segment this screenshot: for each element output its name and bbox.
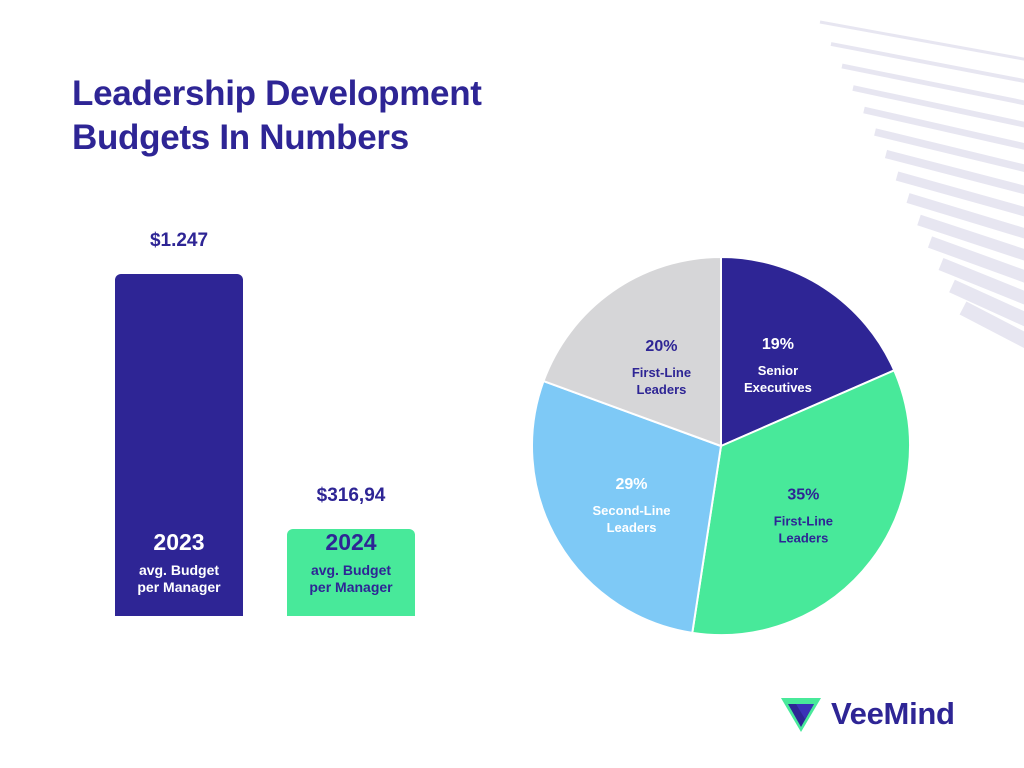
pie-category-label: First-Line Leaders bbox=[632, 365, 691, 397]
pie-percent-label: 35% bbox=[787, 486, 819, 503]
pie-slice bbox=[720, 255, 896, 448]
decorative-stripe bbox=[830, 42, 1024, 83]
pie-category-label: First-Line Leaders bbox=[774, 513, 833, 545]
pie-percent-label: 29% bbox=[615, 476, 647, 493]
decorative-stripe bbox=[895, 171, 1024, 217]
pie-slice bbox=[531, 379, 723, 634]
pie-percent-label: 20% bbox=[645, 338, 677, 355]
decorative-stripe bbox=[852, 85, 1024, 128]
decorative-stripe bbox=[906, 193, 1024, 239]
bar-description: avg. Budget per Manager bbox=[309, 561, 393, 595]
pie-slice bbox=[691, 369, 911, 636]
pie-category-label: Senior Executives bbox=[744, 363, 812, 395]
decorative-stripe bbox=[874, 128, 1024, 172]
bar-value-label-2023: $1.247 bbox=[149, 230, 209, 251]
bar-description: avg. Budget per Manager bbox=[137, 562, 221, 595]
decorative-stripe bbox=[819, 20, 1024, 61]
veemind-logo-icon bbox=[781, 698, 821, 732]
decorative-stripe bbox=[841, 63, 1024, 106]
title-line-2: Budgets In Numbers bbox=[72, 118, 409, 157]
logo: VeeMind bbox=[779, 694, 955, 734]
bar-value-label-2024: $316,94 bbox=[316, 485, 386, 507]
pie-percent-label: 19% bbox=[762, 336, 794, 353]
bar-year-label: 2023 bbox=[153, 529, 205, 555]
bar-year-label: 2024 bbox=[325, 528, 377, 555]
bar-chart: $1.247 2023 avg. Budget per Manager $316… bbox=[0, 0, 500, 700]
title-line-1: Leadership Development bbox=[72, 74, 482, 113]
decorative-stripe bbox=[949, 279, 1024, 327]
decorative-stripe bbox=[917, 214, 1024, 261]
decorative-stripe bbox=[959, 301, 1024, 348]
logo-text: VeeMind bbox=[831, 696, 955, 731]
page-title: Leadership Development Budgets In Number… bbox=[72, 72, 482, 160]
bar-2023: 2023 avg. Budget per Manager bbox=[115, 274, 243, 616]
decorative-stripe bbox=[884, 149, 1024, 195]
pie-slice bbox=[542, 255, 722, 448]
pie-category-label: Second-Line Leaders bbox=[593, 503, 671, 535]
decorative-stripe bbox=[863, 106, 1024, 150]
bar-2024: 2024 avg. Budget per Manager bbox=[287, 529, 415, 616]
decorative-stripe bbox=[927, 236, 1024, 283]
